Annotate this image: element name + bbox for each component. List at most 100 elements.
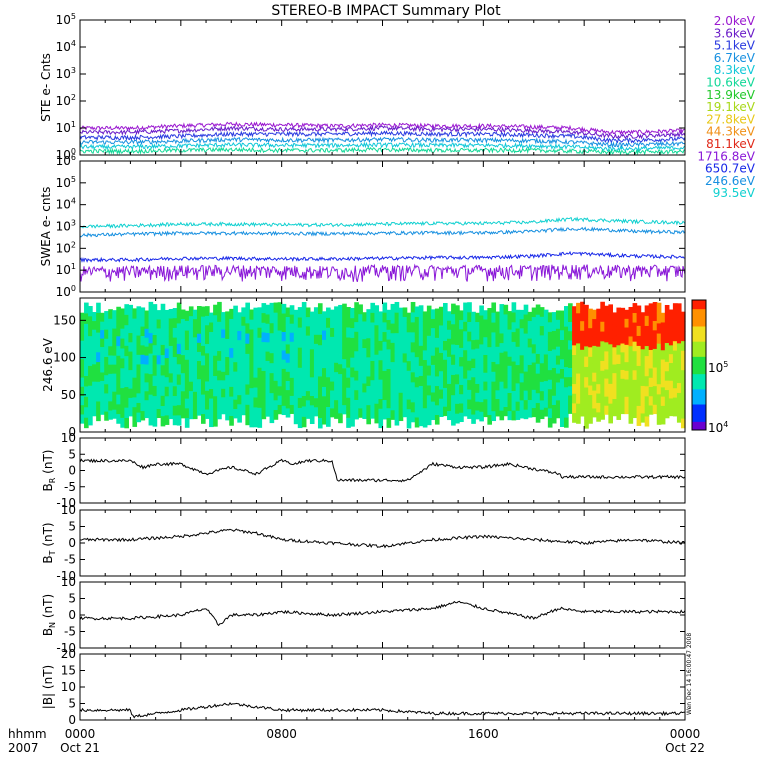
heatmap-cell xyxy=(580,339,585,350)
heatmap-cell xyxy=(168,336,174,346)
heatmap-cell xyxy=(374,393,380,404)
heatmap-cell xyxy=(209,322,214,333)
heatmap-cell xyxy=(394,312,400,323)
heatmap-cell xyxy=(88,365,93,376)
heatmap-cell xyxy=(459,347,464,358)
heatmap-cell xyxy=(225,374,230,385)
heatmap-cell xyxy=(96,342,101,353)
heatmap-cell xyxy=(539,353,545,364)
heatmap-cell xyxy=(455,315,460,326)
heatmap-cell xyxy=(192,309,198,320)
heatmap-cell xyxy=(568,303,573,313)
heatmap-cell xyxy=(467,340,472,352)
heatmap-cell xyxy=(326,357,331,368)
heatmap-cell xyxy=(676,342,682,354)
heatmap-cell xyxy=(386,417,392,428)
heatmap-cell xyxy=(213,395,218,407)
heatmap-cell xyxy=(84,354,89,366)
heatmap-cell xyxy=(96,312,101,323)
heatmap-cell xyxy=(358,408,363,418)
heatmap-cell xyxy=(535,412,541,423)
colorbar-cell xyxy=(692,332,706,336)
heatmap-cell xyxy=(201,413,206,424)
heatmap-cell xyxy=(628,365,634,376)
heatmap-cell xyxy=(374,334,380,345)
heatmap-cell xyxy=(330,318,335,328)
heatmap-cell xyxy=(265,379,271,389)
heatmap-cell xyxy=(293,385,299,396)
br-frame xyxy=(79,437,686,504)
heatmap-cell xyxy=(237,348,242,359)
heatmap-cell xyxy=(664,333,670,344)
heatmap-cell xyxy=(124,396,129,408)
heatmap-cell xyxy=(281,331,287,342)
heatmap-cell xyxy=(414,326,420,338)
heatmap-cell xyxy=(608,343,613,355)
heatmap-cell xyxy=(233,305,238,316)
heatmap-cell xyxy=(426,345,432,356)
heatmap-cell xyxy=(269,362,275,374)
heatmap-cell xyxy=(108,345,113,356)
heatmap-cell xyxy=(592,345,597,355)
heatmap-cell xyxy=(390,323,396,334)
colorbar-cell xyxy=(692,360,706,364)
heatmap-cell xyxy=(164,329,170,339)
heatmap-cell xyxy=(330,372,335,382)
heatmap-cell xyxy=(233,333,238,344)
heatmap-cell xyxy=(273,322,279,333)
heatmap-cell xyxy=(237,339,242,350)
heatmap-cell xyxy=(317,376,323,387)
legend-item: 246.6eV xyxy=(705,174,756,188)
heatmap-cell xyxy=(543,398,549,408)
series-line-246.6eV xyxy=(79,226,686,238)
heatmap-cell xyxy=(660,312,666,323)
heatmap-cell xyxy=(612,346,618,356)
heatmap-cell xyxy=(535,373,541,384)
heatmap-cell xyxy=(233,389,238,400)
heatmap-cell xyxy=(572,335,577,346)
colorbar-cell xyxy=(692,371,706,375)
heatmap-cell xyxy=(213,405,218,417)
heatmap-cell xyxy=(463,349,468,360)
heatmap-cell xyxy=(326,376,331,388)
heatmap-cell xyxy=(418,405,424,417)
heatmap-cell xyxy=(644,375,650,387)
heatmap-cell xyxy=(600,380,605,391)
colorbar-cell xyxy=(692,330,706,333)
heatmap-cell xyxy=(128,332,134,343)
heatmap-cell xyxy=(479,315,484,326)
heatmap-cell xyxy=(201,364,206,376)
heatmap-cell xyxy=(503,323,509,333)
heatmap-cell xyxy=(584,366,589,378)
heatmap-cell xyxy=(660,340,666,351)
heatmap-cell xyxy=(362,347,367,357)
heatmap-cell xyxy=(495,311,501,321)
heatmap-cell xyxy=(229,318,234,329)
heatmap-cell xyxy=(172,327,178,338)
heatmap-cell xyxy=(172,356,178,367)
heatmap-cell xyxy=(600,340,605,352)
heatmap-cell xyxy=(568,395,573,405)
heatmap-cell xyxy=(612,355,618,365)
heatmap-cell xyxy=(636,325,642,336)
heatmap-cell xyxy=(636,305,642,316)
heatmap-cell xyxy=(273,302,279,313)
heatmap-cell xyxy=(184,388,190,399)
heatmap-cell xyxy=(362,409,367,419)
heatmap-cell xyxy=(668,362,674,372)
heatmap-cell xyxy=(229,386,234,397)
heatmap-cell xyxy=(507,410,513,421)
heatmap-cell xyxy=(592,318,597,329)
heatmap-cell xyxy=(543,345,549,355)
heatmap-cell xyxy=(644,355,650,367)
heatmap-cell xyxy=(112,373,117,383)
heatmap-cell xyxy=(128,397,134,408)
heatmap-cell xyxy=(330,407,335,418)
heatmap-cell xyxy=(644,385,650,397)
heatmap-cell xyxy=(342,395,347,406)
heatmap-cell xyxy=(499,313,505,324)
heatmap-cell xyxy=(672,322,678,332)
colorbar-cell xyxy=(692,326,706,329)
heatmap-cell xyxy=(564,407,569,418)
